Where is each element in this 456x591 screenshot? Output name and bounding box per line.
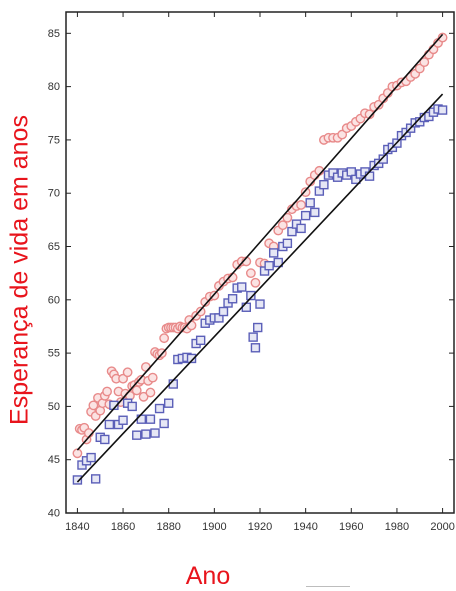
data-point-circle: [245, 268, 256, 279]
data-point-square: [264, 260, 274, 271]
data-point-circle: [373, 99, 384, 110]
x-tick-label: 1840: [65, 521, 89, 533]
y-tick-label: 80: [48, 81, 60, 93]
data-point-square: [364, 171, 375, 181]
data-point-square: [186, 353, 197, 364]
data-point-circle: [282, 212, 293, 223]
data-point-square: [118, 415, 128, 425]
data-point-square: [104, 419, 115, 430]
data-points: [72, 32, 448, 485]
y-tick-label: 40: [48, 508, 60, 520]
x-axis-label: Ano: [185, 562, 231, 590]
data-point-square: [248, 332, 258, 342]
data-point-square: [72, 475, 83, 485]
y-tick-label: 75: [48, 134, 60, 146]
trend-lines: [76, 33, 444, 483]
data-point-circle: [118, 373, 128, 384]
data-point-square: [282, 238, 293, 249]
data-point-circle: [147, 372, 158, 383]
y-axis-label-box: Esperança de vida em anos: [0, 0, 40, 540]
data-point-circle: [277, 220, 288, 231]
y-tick-label: 60: [48, 294, 60, 306]
data-point-square: [300, 210, 311, 221]
y-tick-label: 50: [48, 401, 60, 413]
trend-line: [76, 33, 444, 451]
x-tick-label: 1980: [385, 521, 409, 533]
data-point-square: [296, 223, 306, 234]
data-point-circle: [122, 367, 133, 378]
data-point-square: [310, 207, 320, 218]
data-point-circle: [296, 200, 306, 210]
y-tick-label: 85: [48, 28, 60, 40]
data-point-square: [218, 306, 229, 317]
y-tick-label: 55: [48, 348, 60, 360]
data-point-circle: [131, 385, 142, 396]
data-point-circle: [414, 63, 425, 74]
y-axis-label: Esperança de vida em anos: [5, 115, 34, 425]
data-point-circle: [195, 306, 206, 317]
data-point-square: [319, 179, 329, 190]
data-point-square: [437, 105, 448, 115]
data-point-square: [159, 418, 169, 429]
data-point-circle: [138, 391, 149, 402]
data-point-circle: [145, 387, 156, 398]
x-tick-label: 2000: [430, 521, 454, 533]
trend-line: [76, 93, 444, 483]
data-point-square: [246, 290, 256, 301]
data-point-square: [145, 414, 156, 424]
data-point-square: [141, 429, 151, 439]
x-tick-label: 1900: [202, 521, 226, 533]
y-tick-label: 45: [48, 454, 60, 466]
y-tick-label: 70: [48, 188, 60, 200]
data-point-circle: [419, 57, 430, 67]
data-point-square: [132, 430, 142, 440]
data-point-square: [250, 343, 261, 353]
data-point-square: [154, 403, 165, 414]
data-point-circle: [250, 277, 261, 288]
axis-ticks: 40 45 50 55 60 65 70 75 80 85 1840 1860 1880 1900 1920…: [48, 12, 455, 533]
data-point-square: [253, 322, 263, 333]
x-tick-label: 1940: [293, 521, 317, 533]
data-point-circle: [159, 333, 170, 344]
data-point-square: [127, 401, 137, 412]
data-point-circle: [437, 32, 448, 43]
data-point-square: [237, 282, 247, 292]
x-tick-label: 1960: [339, 521, 363, 533]
decorative-underline: [306, 586, 350, 587]
data-point-square: [273, 257, 283, 268]
data-point-square: [378, 154, 388, 164]
x-tick-label: 1920: [248, 521, 272, 533]
data-point-square: [227, 294, 238, 304]
y-tick-label: 65: [48, 241, 60, 253]
data-point-square: [195, 335, 206, 346]
data-point-circle: [72, 448, 83, 459]
x-axis-label-box: Ano: [0, 562, 456, 591]
data-point-square: [86, 452, 96, 463]
data-point-square: [164, 398, 174, 408]
data-point-circle: [102, 386, 112, 397]
data-point-square: [268, 248, 279, 258]
data-point-square: [305, 198, 315, 208]
data-point-circle: [337, 129, 348, 140]
data-point-square: [100, 434, 110, 445]
data-point-circle: [88, 400, 99, 411]
x-tick-label: 1880: [156, 521, 180, 533]
x-tick-label: 1860: [111, 521, 135, 533]
data-point-square: [150, 428, 160, 438]
data-point-square: [255, 299, 265, 309]
data-point-square: [90, 474, 101, 484]
data-point-circle: [300, 187, 311, 198]
